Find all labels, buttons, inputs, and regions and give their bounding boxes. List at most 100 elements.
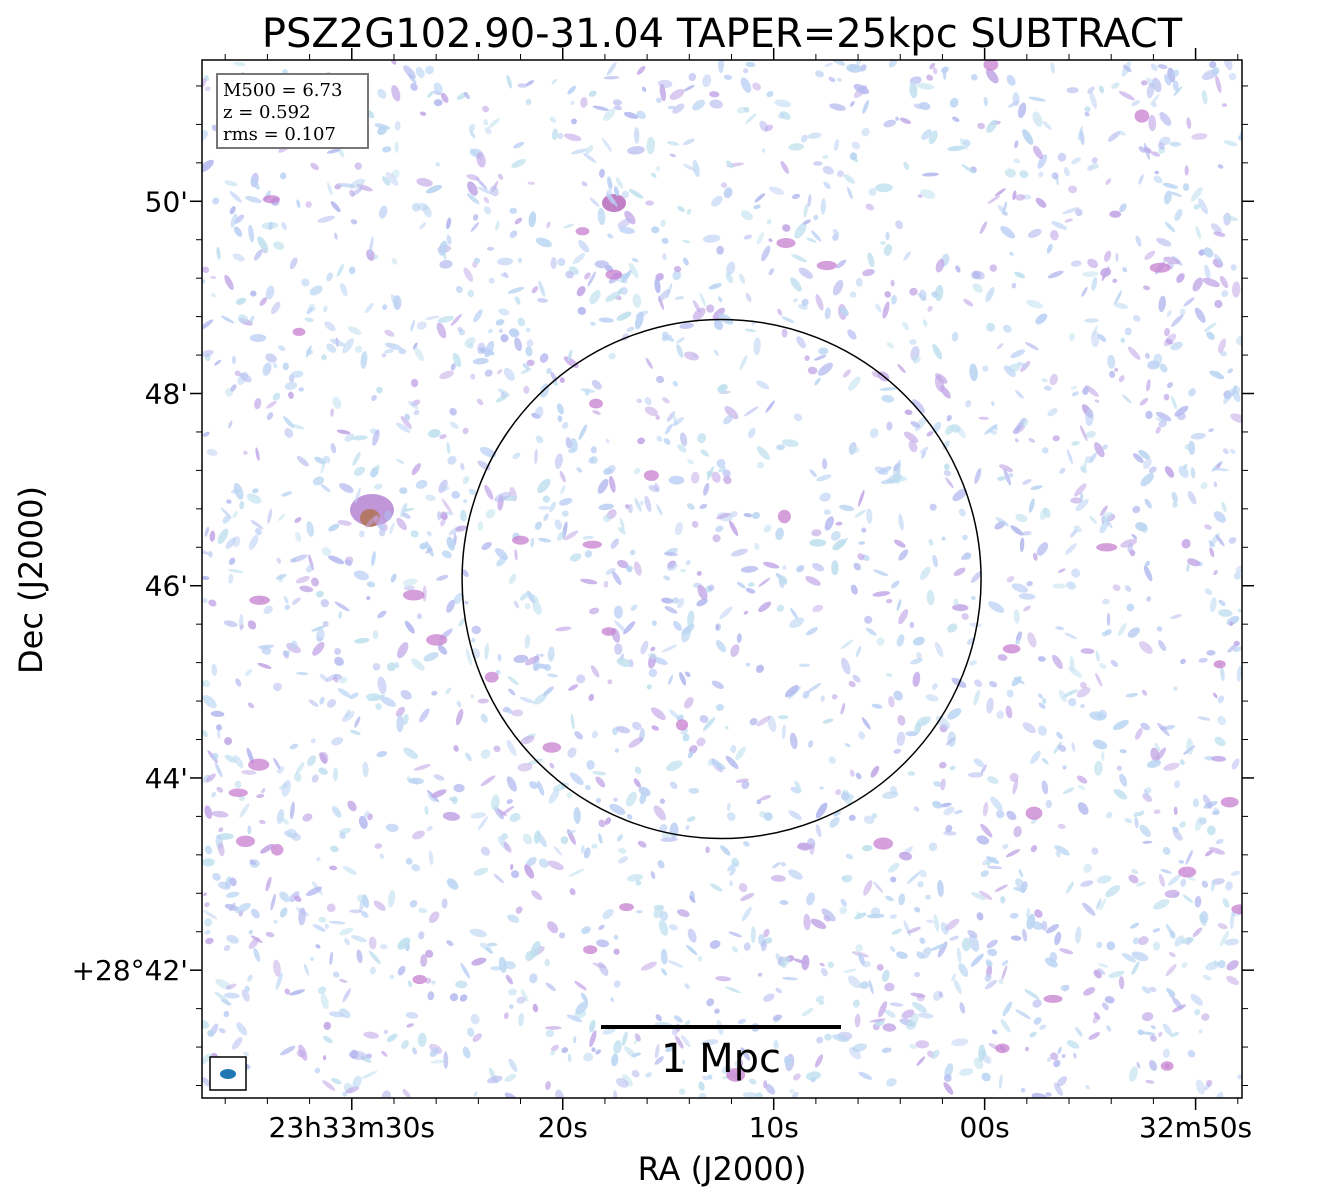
noise-blob	[807, 132, 822, 139]
noise-blob	[373, 900, 386, 911]
noise-blob	[864, 615, 873, 624]
noise-blob	[1079, 425, 1088, 442]
noise-blob	[266, 412, 274, 421]
noise-blob	[339, 978, 348, 983]
noise-blob	[291, 597, 301, 605]
noise-blob	[356, 894, 366, 903]
noise-blob	[484, 369, 493, 377]
noise-blob	[1002, 1001, 1013, 1017]
noise-blob	[355, 345, 363, 353]
noise-blob	[604, 817, 612, 825]
noise-blob	[1010, 349, 1026, 359]
noise-blob	[551, 78, 558, 85]
noise-blob	[1192, 798, 1199, 808]
noise-blob	[724, 406, 739, 420]
noise-blob	[865, 203, 875, 211]
noise-blob	[1051, 221, 1068, 230]
noise-blob	[433, 774, 445, 781]
noise-blob	[743, 942, 751, 951]
noise-blob	[869, 428, 879, 439]
noise-blob	[630, 604, 638, 611]
noise-blob	[243, 1051, 250, 1057]
noise-blob	[224, 754, 237, 763]
noise-blob	[679, 671, 687, 686]
noise-blob	[590, 321, 596, 326]
noise-blob	[463, 92, 470, 100]
noise-blob	[697, 584, 708, 601]
noise-blob	[1205, 1079, 1213, 1087]
info-text: z = 0.592	[223, 102, 311, 123]
noise-blob	[384, 329, 395, 337]
noise-blob	[1014, 271, 1026, 279]
noise-blob	[1094, 442, 1105, 458]
noise-blob	[494, 491, 511, 502]
noise-blob	[1153, 941, 1161, 951]
noise-blob	[1046, 243, 1053, 254]
noise-peak	[643, 470, 659, 481]
noise-blob	[692, 159, 700, 178]
noise-blob	[239, 500, 245, 510]
noise-blob	[334, 601, 350, 612]
noise-blob	[525, 346, 533, 357]
noise-blob	[273, 959, 281, 977]
noise-blob	[1222, 103, 1227, 107]
noise-blob	[214, 991, 230, 1003]
noise-blob	[483, 206, 492, 215]
noise-blob	[858, 953, 865, 966]
noise-blob	[1236, 666, 1242, 682]
noise-blob	[883, 119, 897, 128]
noise-blob	[870, 765, 880, 778]
noise-blob	[930, 943, 947, 951]
noise-blob	[1064, 632, 1078, 640]
noise-blob	[1149, 986, 1157, 993]
noise-blob	[871, 703, 883, 709]
noise-blob	[1143, 788, 1151, 800]
noise-blob	[234, 370, 241, 377]
noise-blob	[1193, 204, 1201, 210]
noise-blob	[616, 1077, 629, 1088]
noise-blob	[565, 270, 574, 279]
noise-blob	[658, 920, 669, 936]
noise-blob	[1002, 843, 1009, 850]
noise-blob	[974, 468, 982, 484]
noise-blob	[1011, 282, 1017, 289]
noise-blob	[1075, 499, 1089, 512]
noise-blob	[610, 997, 614, 1002]
noise-blob	[1152, 928, 1161, 933]
noise-blob	[244, 985, 250, 992]
x-tick-label: 23h33m30s	[269, 1111, 436, 1144]
noise-blob	[284, 604, 291, 610]
noise-blob	[1210, 880, 1216, 892]
noise-blob	[410, 319, 416, 332]
noise-blob	[961, 613, 969, 620]
noise-blob	[1107, 354, 1116, 369]
noise-blob	[1127, 542, 1133, 553]
noise-blob	[1158, 640, 1167, 652]
noise-blob	[676, 344, 684, 358]
noise-blob	[660, 219, 666, 227]
noise-blob	[1215, 838, 1224, 845]
noise-blob	[422, 585, 427, 602]
noise-blob	[575, 1001, 589, 1015]
noise-blob	[574, 980, 587, 991]
noise-blob	[288, 391, 294, 399]
noise-blob	[815, 995, 824, 1003]
noise-blob	[555, 626, 572, 632]
noise-blob	[905, 731, 918, 737]
noise-blob	[323, 305, 328, 313]
noise-peak	[995, 1043, 1010, 1054]
noise-blob	[858, 1071, 873, 1080]
noise-blob	[1195, 1079, 1206, 1095]
noise-blob	[646, 136, 656, 155]
noise-blob	[613, 980, 621, 988]
noise-blob	[425, 184, 443, 194]
noise-blob	[433, 99, 443, 107]
noise-blob	[402, 508, 415, 512]
noise-blob	[986, 322, 996, 332]
noise-blob	[595, 1049, 602, 1055]
noise-blob	[334, 656, 344, 666]
noise-blob	[847, 329, 857, 340]
noise-blob	[339, 482, 354, 494]
noise-blob	[1172, 501, 1178, 508]
noise-blob	[368, 236, 374, 255]
